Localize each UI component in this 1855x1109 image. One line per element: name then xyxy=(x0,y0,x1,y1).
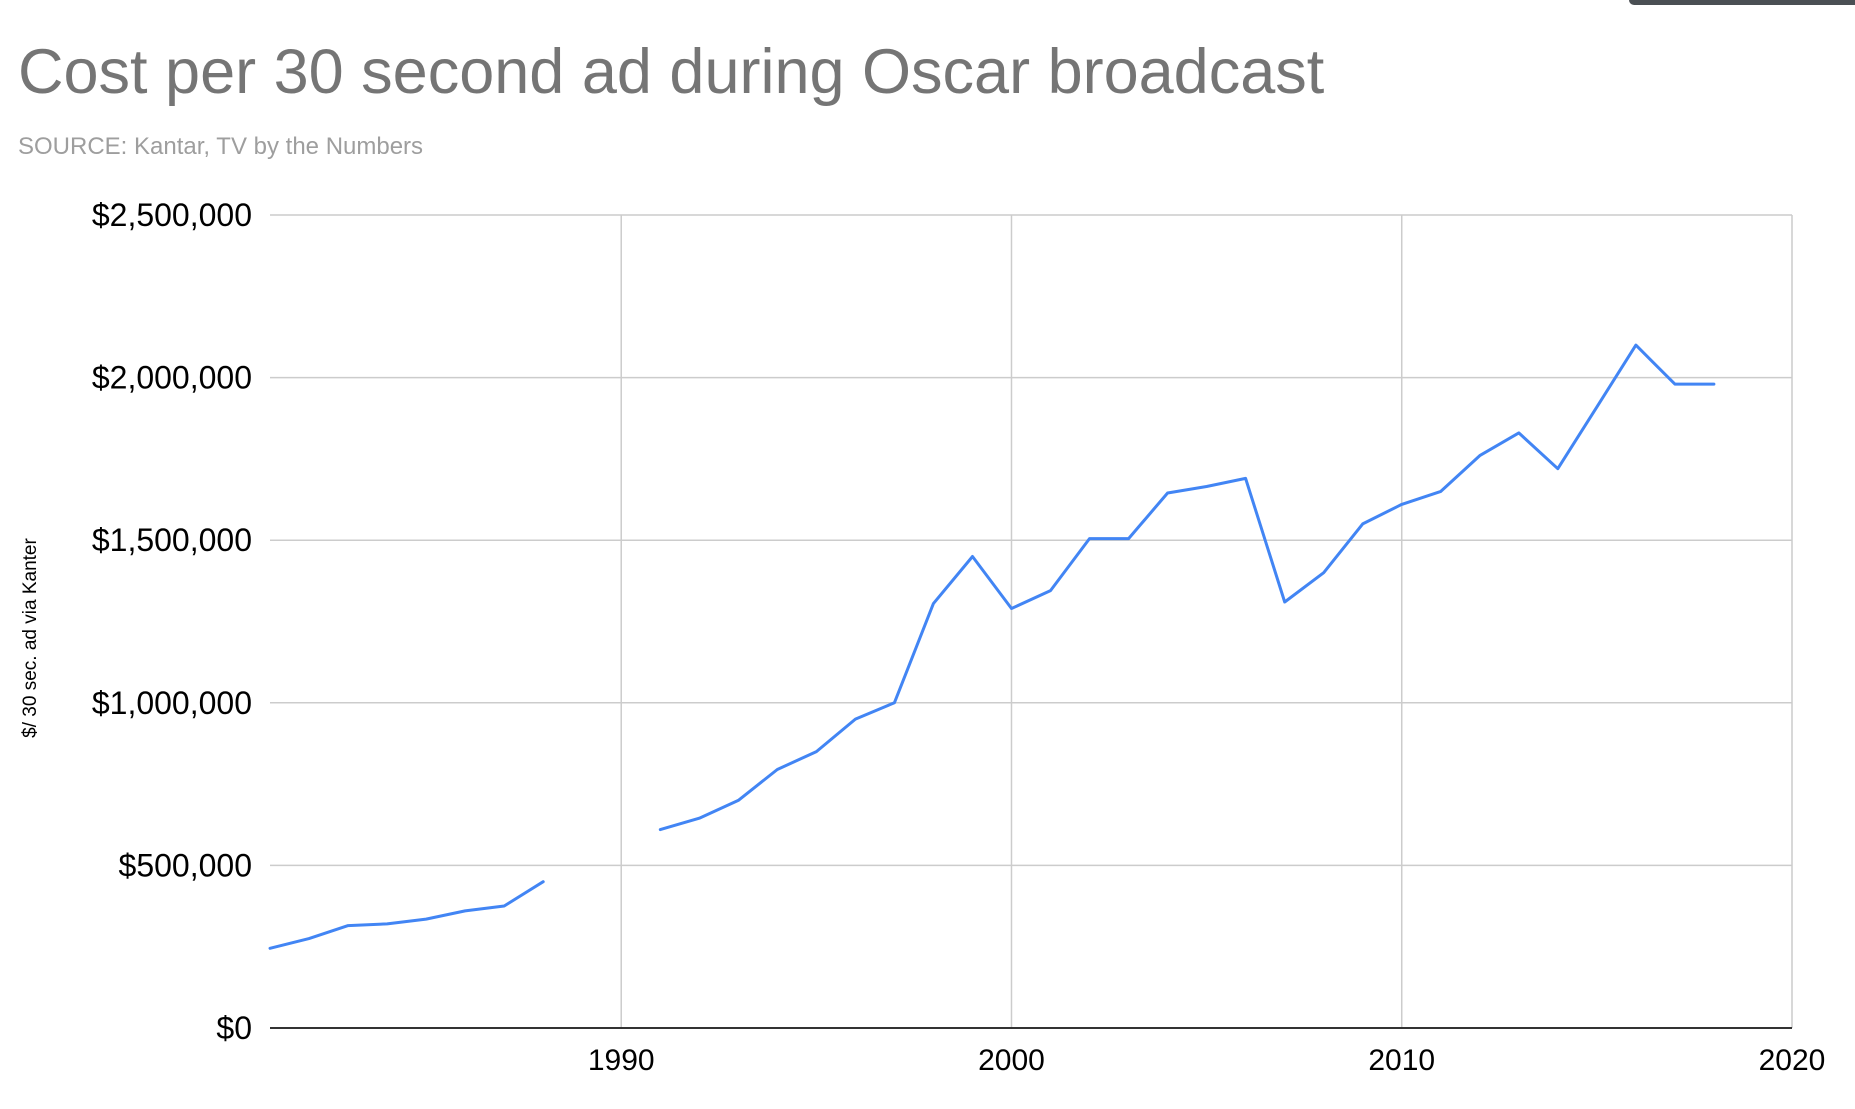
gridlines xyxy=(270,214,1793,1028)
data-point xyxy=(1166,491,1170,495)
data-point xyxy=(385,922,389,926)
y-tick-label: $2,000,000 xyxy=(92,360,252,396)
data-point xyxy=(1517,431,1521,435)
data-point xyxy=(1127,537,1131,541)
data-point xyxy=(502,904,506,908)
y-tick-label: $0 xyxy=(216,1010,252,1046)
data-point xyxy=(1088,537,1092,541)
y-tick-label: $500,000 xyxy=(119,847,252,883)
y-tick-label: $1,500,000 xyxy=(92,522,252,558)
data-point xyxy=(814,750,818,754)
data-point xyxy=(697,816,701,820)
series-line-segment xyxy=(268,880,545,950)
data-point xyxy=(1205,485,1209,489)
data-point xyxy=(1400,502,1404,506)
chart-subtitle: SOURCE: Kantar, TV by the Numbers xyxy=(18,133,424,160)
data-point xyxy=(1049,589,1053,593)
data-point xyxy=(736,798,740,802)
data-point xyxy=(775,767,779,771)
data-point xyxy=(1009,606,1013,610)
data-point xyxy=(970,554,974,558)
data-point xyxy=(346,924,350,928)
data-point xyxy=(853,717,857,721)
data-point xyxy=(1595,405,1599,409)
data-point xyxy=(463,909,467,913)
series-lines xyxy=(268,343,1716,950)
data-point xyxy=(307,937,311,941)
corner-tab xyxy=(1629,0,1855,5)
data-point xyxy=(1244,476,1248,480)
data-point xyxy=(931,602,935,606)
series-line-segment xyxy=(658,343,1716,832)
data-point xyxy=(892,701,896,705)
data-point xyxy=(541,880,545,884)
data-point xyxy=(1634,343,1638,347)
data-point xyxy=(1712,382,1716,386)
data-point xyxy=(1673,382,1677,386)
y-axis-label: $/ 30 sec. ad via Kanter xyxy=(20,538,41,738)
y-tick-label: $1,000,000 xyxy=(92,685,252,721)
data-point xyxy=(424,917,428,921)
x-tick-label: 1990 xyxy=(588,1044,655,1077)
x-tick-label: 2000 xyxy=(978,1044,1045,1077)
data-point xyxy=(1361,522,1365,526)
chart-title: Cost per 30 second ad during Oscar broad… xyxy=(18,37,1325,107)
data-point xyxy=(1556,467,1560,471)
x-tick-label: 2020 xyxy=(1759,1044,1826,1077)
y-tick-label: $2,500,000 xyxy=(92,197,252,233)
tick-labels: $0 $500,000 $1,000,000 $1,500,000 $2,000,000… xyxy=(92,197,1826,1077)
data-point xyxy=(1322,571,1326,575)
data-point xyxy=(1439,489,1443,493)
x-tick-label: 2010 xyxy=(1368,1044,1435,1077)
data-point xyxy=(1478,454,1482,458)
data-point xyxy=(1283,600,1287,604)
data-point xyxy=(268,946,272,950)
data-point xyxy=(658,828,662,832)
